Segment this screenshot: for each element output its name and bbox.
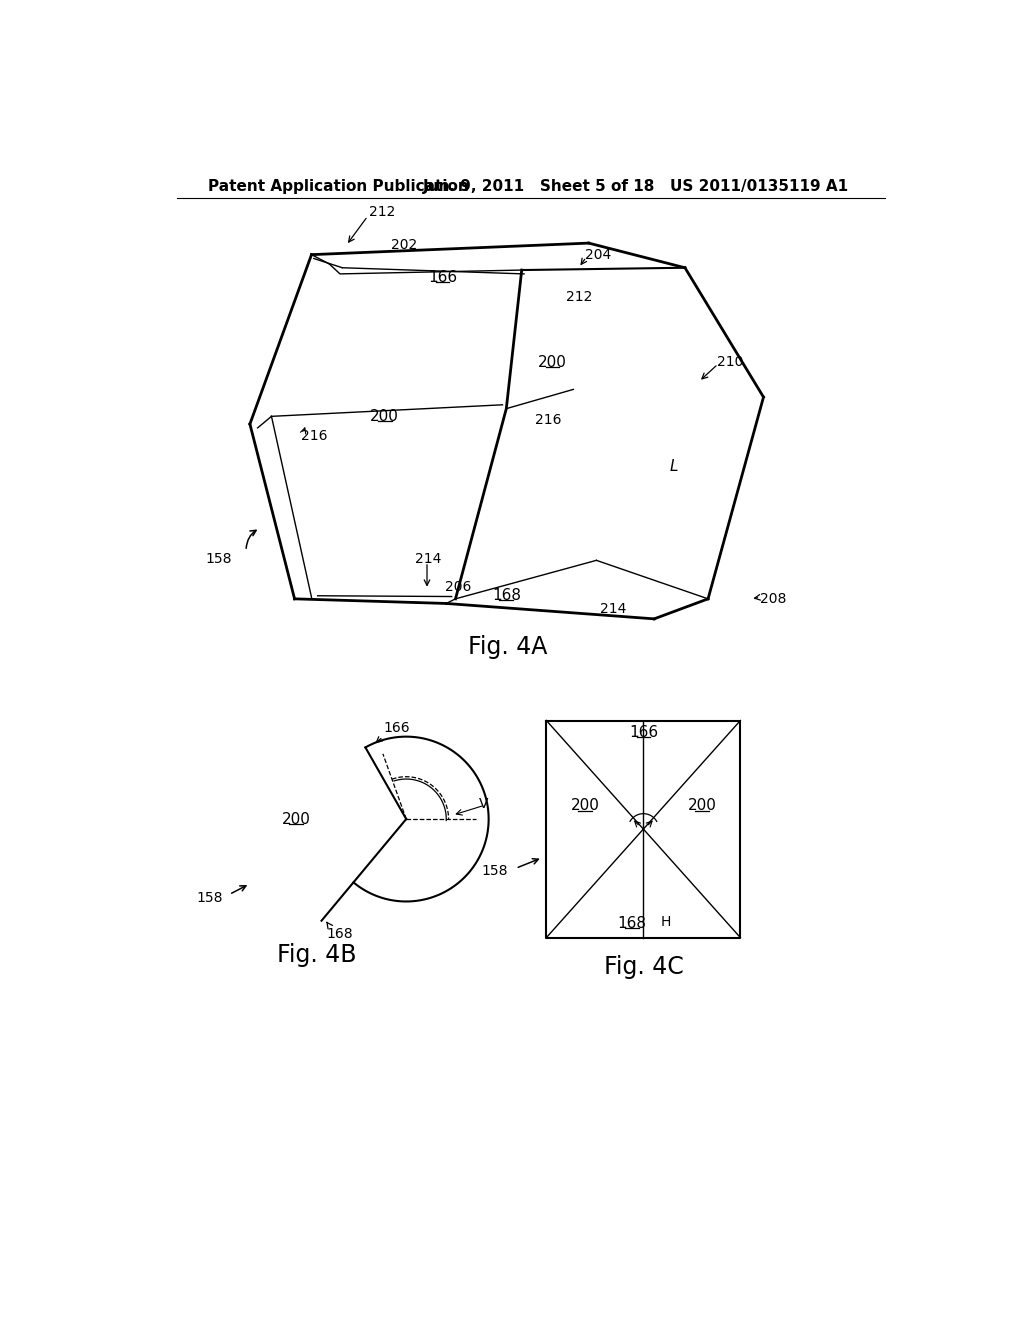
Text: 158: 158: [481, 863, 508, 878]
Text: Jun. 9, 2011   Sheet 5 of 18: Jun. 9, 2011 Sheet 5 of 18: [423, 180, 655, 194]
Text: 158: 158: [206, 552, 232, 566]
Text: 200: 200: [687, 799, 717, 813]
Text: 208: 208: [761, 591, 786, 606]
Text: 166: 166: [629, 725, 658, 739]
Text: Fig. 4A: Fig. 4A: [468, 635, 548, 660]
Text: Fig. 4C: Fig. 4C: [603, 954, 683, 979]
Text: 158: 158: [197, 891, 223, 904]
Text: V: V: [479, 797, 488, 810]
Text: 206: 206: [444, 581, 471, 594]
Text: 168: 168: [617, 916, 646, 932]
Text: 210: 210: [717, 355, 743, 370]
Text: L: L: [670, 459, 678, 474]
Text: 200: 200: [538, 355, 567, 370]
Text: 212: 212: [565, 290, 592, 304]
Text: 200: 200: [570, 799, 599, 813]
Text: 200: 200: [371, 409, 399, 424]
Text: 214: 214: [600, 602, 627, 616]
Text: 216: 216: [301, 429, 328, 442]
Text: Patent Application Publication: Patent Application Publication: [208, 180, 468, 194]
Text: 168: 168: [327, 927, 353, 941]
Text: Fig. 4B: Fig. 4B: [278, 944, 356, 968]
Text: 168: 168: [492, 589, 521, 603]
Text: 166: 166: [428, 271, 457, 285]
Text: 212: 212: [370, 206, 395, 219]
Text: H: H: [660, 915, 671, 929]
Text: 202: 202: [391, 239, 417, 252]
Text: 166: 166: [383, 721, 410, 735]
Text: 204: 204: [585, 248, 611, 261]
Text: 214: 214: [416, 552, 441, 566]
Text: US 2011/0135119 A1: US 2011/0135119 A1: [670, 180, 848, 194]
Text: 200: 200: [282, 812, 310, 826]
Text: 216: 216: [535, 413, 561, 428]
